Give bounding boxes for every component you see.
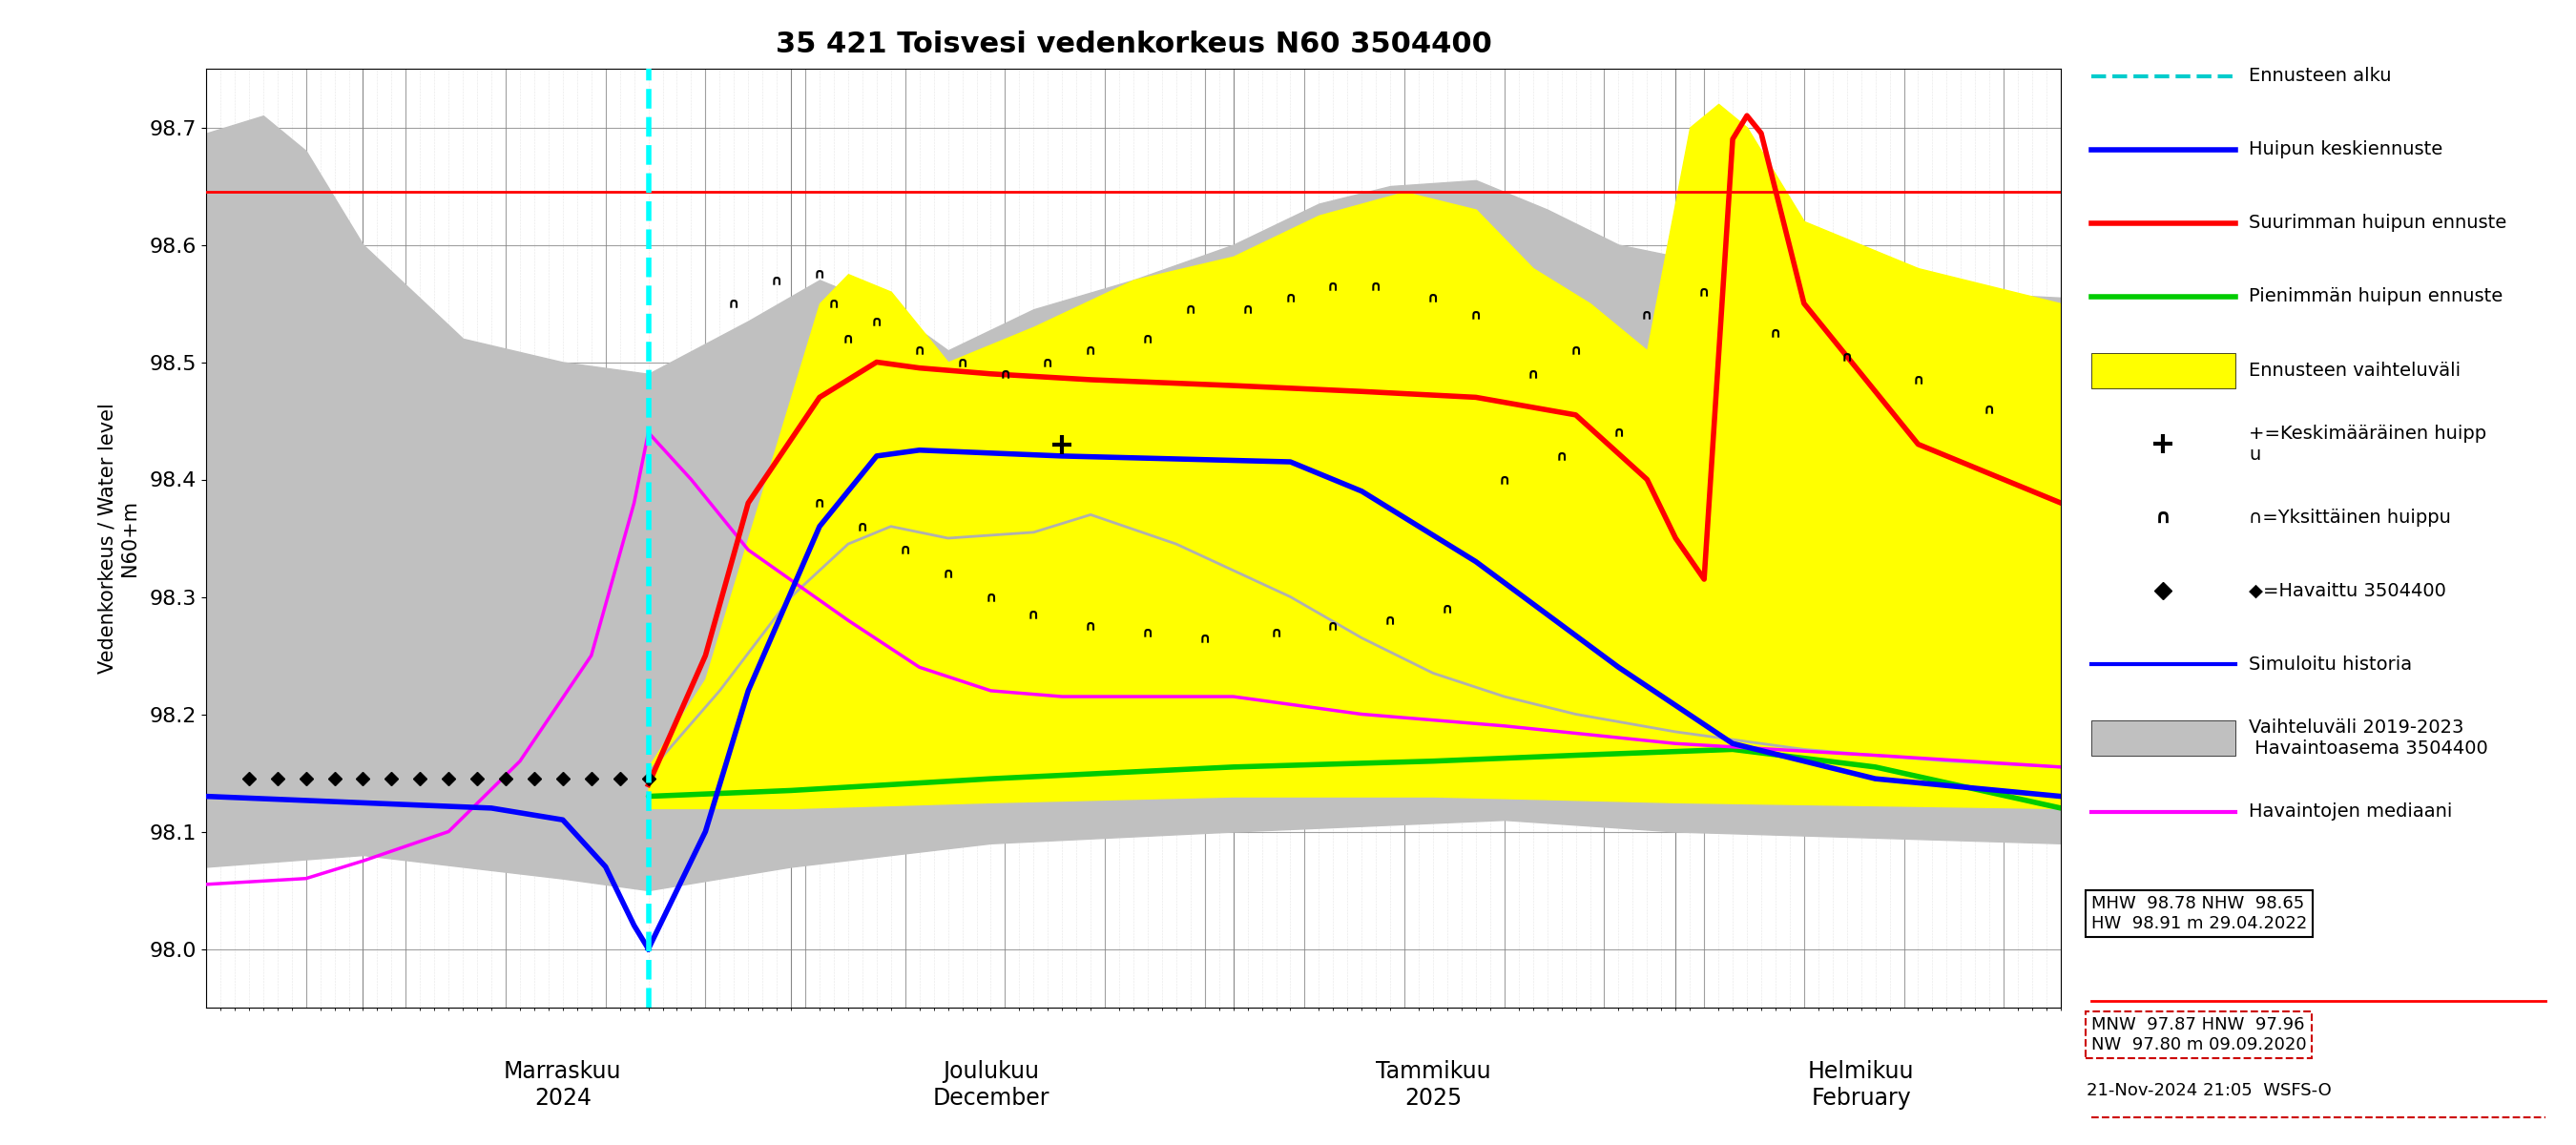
Text: ∩: ∩ [1698, 285, 1710, 299]
Text: ∩: ∩ [943, 567, 953, 581]
Text: ∩: ∩ [1285, 291, 1296, 305]
Text: ∩: ∩ [1270, 625, 1283, 639]
Bar [2092, 353, 2236, 388]
Text: ∩: ∩ [1770, 325, 1783, 340]
Text: ∩: ∩ [2156, 508, 2172, 527]
Text: ∩: ∩ [842, 332, 855, 346]
Text: ∩: ∩ [1613, 426, 1625, 440]
Text: ∩: ∩ [1327, 619, 1340, 633]
Text: ∩: ∩ [1141, 332, 1154, 346]
Text: ∩: ∩ [1911, 372, 1924, 387]
Text: ∩: ∩ [1041, 355, 1054, 370]
Text: Joulukuu
December: Joulukuu December [933, 1060, 1048, 1110]
Text: ∩: ∩ [855, 520, 868, 534]
Text: ∩: ∩ [827, 297, 840, 310]
Text: Ennusteen alku: Ennusteen alku [2249, 66, 2391, 85]
Text: ∩: ∩ [1185, 302, 1195, 316]
Text: ∩: ∩ [1141, 625, 1154, 639]
Text: ∩: ∩ [1242, 302, 1255, 316]
Title: 35 421 Toisvesi vedenkorkeus N60 3504400: 35 421 Toisvesi vedenkorkeus N60 3504400 [775, 31, 1492, 58]
Text: ∩: ∩ [899, 543, 912, 558]
Text: ∩: ∩ [1327, 278, 1340, 293]
Text: Vaihteluväli 2019-2023
 Havaintoasema 3504400: Vaihteluväli 2019-2023 Havaintoasema 350… [2249, 718, 2488, 758]
Text: Pienimmän huipun ennuste: Pienimmän huipun ennuste [2249, 287, 2504, 306]
Text: ◆=Havaittu 3504400: ◆=Havaittu 3504400 [2249, 582, 2447, 600]
Bar [2092, 720, 2236, 756]
Text: ∩: ∩ [984, 590, 997, 605]
Text: ∩: ∩ [1499, 472, 1510, 487]
Text: ∩: ∩ [914, 344, 925, 357]
Text: ∩: ∩ [1427, 291, 1440, 305]
Text: ∩: ∩ [1383, 614, 1396, 627]
Text: ∩=Yksittäinen huippu: ∩=Yksittäinen huippu [2249, 508, 2450, 527]
Text: ∩: ∩ [1984, 402, 1996, 417]
Text: ∩: ∩ [1028, 607, 1041, 622]
Text: MNW  97.87 HNW  97.96
NW  97.80 m 09.09.2020: MNW 97.87 HNW 97.96 NW 97.80 m 09.09.202… [2092, 1016, 2306, 1053]
Text: ∩: ∩ [871, 314, 884, 329]
Text: ∩: ∩ [1641, 308, 1654, 323]
Text: Suurimman huipun ennuste: Suurimman huipun ennuste [2249, 214, 2506, 232]
Text: ∩: ∩ [1842, 349, 1852, 363]
Text: Ennusteen vaihteluväli: Ennusteen vaihteluväli [2249, 361, 2460, 379]
Text: ∩: ∩ [1556, 449, 1566, 464]
Text: Havaintojen mediaani: Havaintojen mediaani [2249, 803, 2452, 821]
Text: ∩: ∩ [1471, 308, 1481, 323]
Text: Simuloitu historia: Simuloitu historia [2249, 655, 2411, 673]
Text: ∩: ∩ [1084, 619, 1097, 633]
Text: Huipun keskiennuste: Huipun keskiennuste [2249, 141, 2442, 159]
Text: ∩: ∩ [770, 273, 783, 287]
Text: ∩: ∩ [1198, 631, 1211, 645]
Text: ∩: ∩ [1370, 278, 1381, 293]
Text: ∩: ∩ [814, 496, 824, 511]
Text: ∩: ∩ [1528, 366, 1538, 381]
Text: ∩: ∩ [1443, 601, 1453, 616]
Text: MHW  98.78 NHW  98.65
HW  98.91 m 29.04.2022: MHW 98.78 NHW 98.65 HW 98.91 m 29.04.202… [2092, 895, 2308, 932]
Text: Helmikuu
February: Helmikuu February [1808, 1060, 1914, 1110]
Text: ∩: ∩ [729, 297, 739, 310]
Text: Marraskuu
2024: Marraskuu 2024 [505, 1060, 621, 1110]
Text: ∩: ∩ [1569, 344, 1582, 357]
Text: ∩: ∩ [1084, 344, 1097, 357]
Text: ∩: ∩ [999, 366, 1010, 381]
Text: ∩: ∩ [814, 267, 824, 282]
Text: Tammikuu
2025: Tammikuu 2025 [1376, 1060, 1492, 1110]
Text: ∩: ∩ [956, 355, 969, 370]
Y-axis label: Vedenkorkeus / Water level
N60+m: Vedenkorkeus / Water level N60+m [98, 403, 139, 673]
Text: 21-Nov-2024 21:05  WSFS-O: 21-Nov-2024 21:05 WSFS-O [2087, 1082, 2331, 1099]
Text: +=Keskimääräinen huipp
u: +=Keskimääräinen huipp u [2249, 425, 2486, 464]
